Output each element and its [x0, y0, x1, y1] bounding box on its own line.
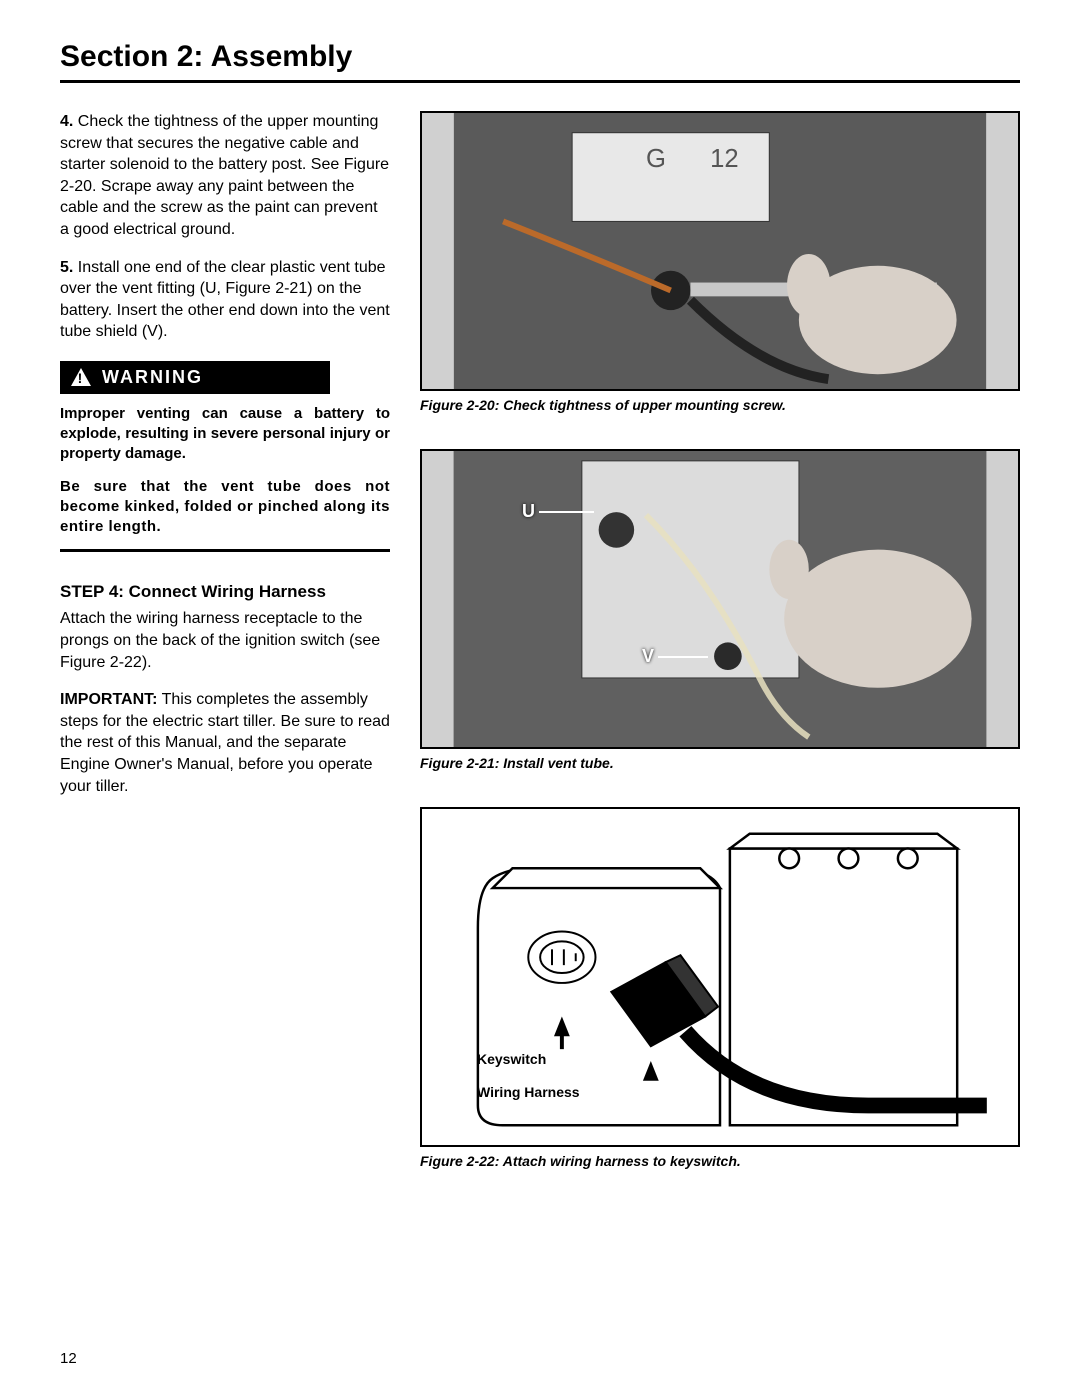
figure-2-20-caption: Figure 2-20: Check tightness of upper mo…: [420, 397, 1020, 413]
figure-2-20: G 12 Figure 2-20: Check tightness of upp…: [420, 111, 1020, 413]
figure-2-21-caption: Figure 2-21: Install vent tube.: [420, 755, 1020, 771]
photo-placeholder-icon: [422, 451, 1018, 747]
step4-heading: STEP 4: Connect Wiring Harness: [60, 582, 390, 602]
page-number: 12: [60, 1350, 77, 1367]
important-lead: IMPORTANT:: [60, 691, 157, 708]
figure-2-22-image: Keyswitch Wiring Harness: [420, 807, 1020, 1147]
two-column-layout: 4. Check the tightness of the upper moun…: [60, 111, 1020, 1177]
callout-V: V: [642, 646, 712, 667]
svg-text:12: 12: [710, 145, 739, 173]
step-4-paragraph: 4. Check the tightness of the upper moun…: [60, 111, 390, 241]
step4-paragraph-2: IMPORTANT: This completes the assembly s…: [60, 689, 390, 797]
callout-U: U: [522, 501, 598, 522]
figure-2-21-image: U V: [420, 449, 1020, 749]
section-title: Section 2: Assembly: [60, 40, 1020, 83]
paragraph-text: Check the tightness of the upper mountin…: [60, 113, 389, 238]
divider-rule: [60, 549, 390, 552]
manual-page: Section 2: Assembly 4. Check the tightne…: [0, 0, 1080, 1397]
list-number-4: 4.: [60, 113, 73, 130]
step-5-paragraph: 5. Install one end of the clear plastic …: [60, 257, 390, 343]
warning-body: Improper venting can cause a battery to …: [60, 394, 390, 538]
warning-header: ! WARNING: [60, 361, 330, 394]
figure-2-22-caption: Figure 2-22: Attach wiring harness to ke…: [420, 1153, 1020, 1169]
figure-2-22: Keyswitch Wiring Harness Figure 2-22: At…: [420, 807, 1020, 1169]
leader-line-icon: [658, 656, 708, 658]
warning-block: ! WARNING Improper venting can cause a b…: [60, 361, 390, 538]
warning-triangle-icon: !: [70, 367, 92, 387]
svg-text:!: !: [78, 370, 85, 386]
list-number-5: 5.: [60, 259, 73, 276]
right-column: G 12 Figure 2-20: Check tightness of upp…: [420, 111, 1020, 1177]
step4-paragraph-1: Attach the wiring harness receptacle to …: [60, 608, 390, 673]
svg-text:G: G: [646, 145, 666, 173]
callout-V-label: V: [642, 646, 654, 667]
left-column: 4. Check the tightness of the upper moun…: [60, 111, 390, 1177]
label-keyswitch: Keyswitch: [477, 1051, 546, 1067]
figure-2-20-image: G 12: [420, 111, 1020, 391]
photo-placeholder-icon: G 12: [422, 113, 1018, 389]
label-wiring-harness: Wiring Harness: [477, 1084, 580, 1100]
leader-line-icon: [539, 511, 594, 513]
figure-2-21: U V Figure 2-21: Install vent tube.: [420, 449, 1020, 771]
warning-text-1: Improper venting can cause a battery to …: [60, 404, 390, 465]
callout-U-label: U: [522, 501, 535, 522]
warning-label: WARNING: [102, 367, 203, 388]
warning-text-2: Be sure that the vent tube does not beco…: [60, 477, 390, 538]
paragraph-text: Install one end of the clear plastic ven…: [60, 259, 390, 341]
